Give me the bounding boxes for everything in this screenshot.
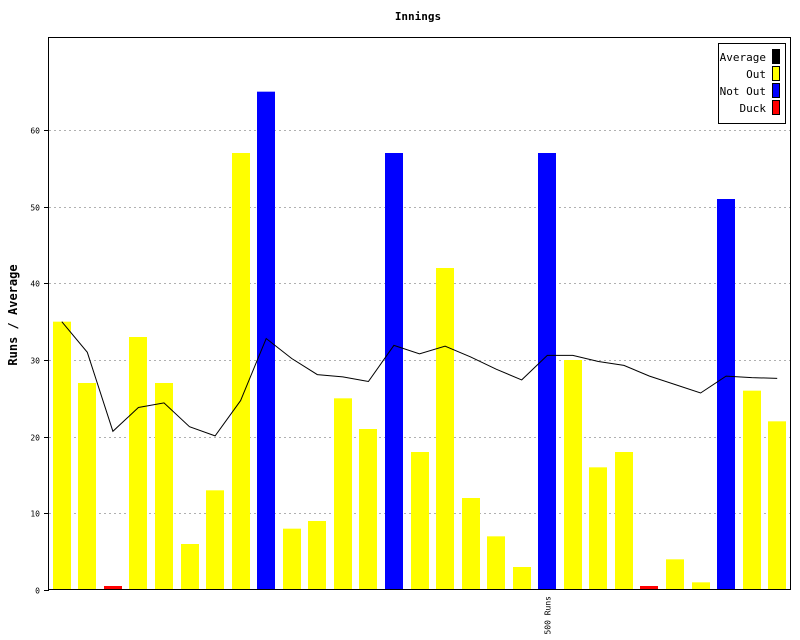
bar-inning-7 [206, 490, 224, 590]
bar-inning-1 [53, 321, 71, 590]
legend-label-duck: Duck [740, 102, 767, 115]
bar-inning-15 [411, 452, 429, 590]
bar-inning-6 [181, 544, 199, 590]
y-axis-label: Runs / Average [6, 264, 20, 365]
y-tick-label: 0 [35, 587, 40, 596]
annotations-group: 500 Runs [543, 596, 552, 635]
bar-inning-5 [155, 383, 173, 590]
y-tick-label: 40 [30, 280, 40, 289]
legend-label-not-out: Not Out [720, 85, 766, 98]
legend-label-average: Average [720, 51, 766, 64]
bar-inning-11 [308, 521, 326, 590]
y-tick-label: 30 [30, 357, 40, 366]
bar-inning-3 [104, 586, 122, 590]
chart-title: Innings [395, 10, 441, 23]
legend-swatch-duck [772, 100, 780, 115]
bars-group [53, 91, 786, 591]
milestone-label: 500 Runs [543, 596, 552, 635]
bar-inning-20 [538, 153, 556, 590]
legend-swatch-not-out [772, 83, 780, 98]
average-line-group [61, 321, 778, 437]
bar-inning-12 [334, 398, 352, 590]
bar-inning-21 [564, 360, 582, 590]
bar-inning-18 [487, 536, 505, 590]
y-tick-label: 60 [30, 127, 40, 136]
bar-inning-17 [462, 498, 480, 590]
legend: Average Out Not Out Duck [718, 43, 786, 124]
bar-inning-14 [385, 153, 403, 590]
plot-area-frame [48, 37, 791, 590]
y-axis-ticks: 0 10 20 30 40 50 60 [30, 127, 49, 596]
legend-swatch-out [772, 66, 780, 81]
bar-inning-19 [513, 567, 531, 590]
bar-inning-16 [436, 268, 454, 590]
bar-inning-13 [359, 429, 377, 590]
legend-swatch-average [772, 49, 780, 64]
bar-inning-9 [257, 91, 275, 591]
bar-inning-29 [768, 421, 786, 590]
bar-inning-22 [589, 467, 607, 590]
bar-inning-4 [129, 337, 147, 590]
bar-inning-27 [717, 199, 735, 590]
bar-inning-23 [615, 452, 633, 590]
bar-inning-26 [692, 582, 710, 590]
y-tick-label: 10 [30, 510, 40, 519]
bar-inning-8 [232, 153, 250, 590]
bar-inning-10 [283, 528, 301, 590]
bar-inning-25 [666, 559, 684, 590]
legend-label-out: Out [746, 68, 766, 81]
bar-inning-28 [743, 390, 761, 590]
bar-inning-24 [640, 586, 658, 590]
y-tick-label: 20 [30, 434, 40, 443]
y-tick-label: 50 [30, 204, 40, 213]
average-line [61, 321, 778, 437]
bar-inning-2 [78, 383, 96, 590]
